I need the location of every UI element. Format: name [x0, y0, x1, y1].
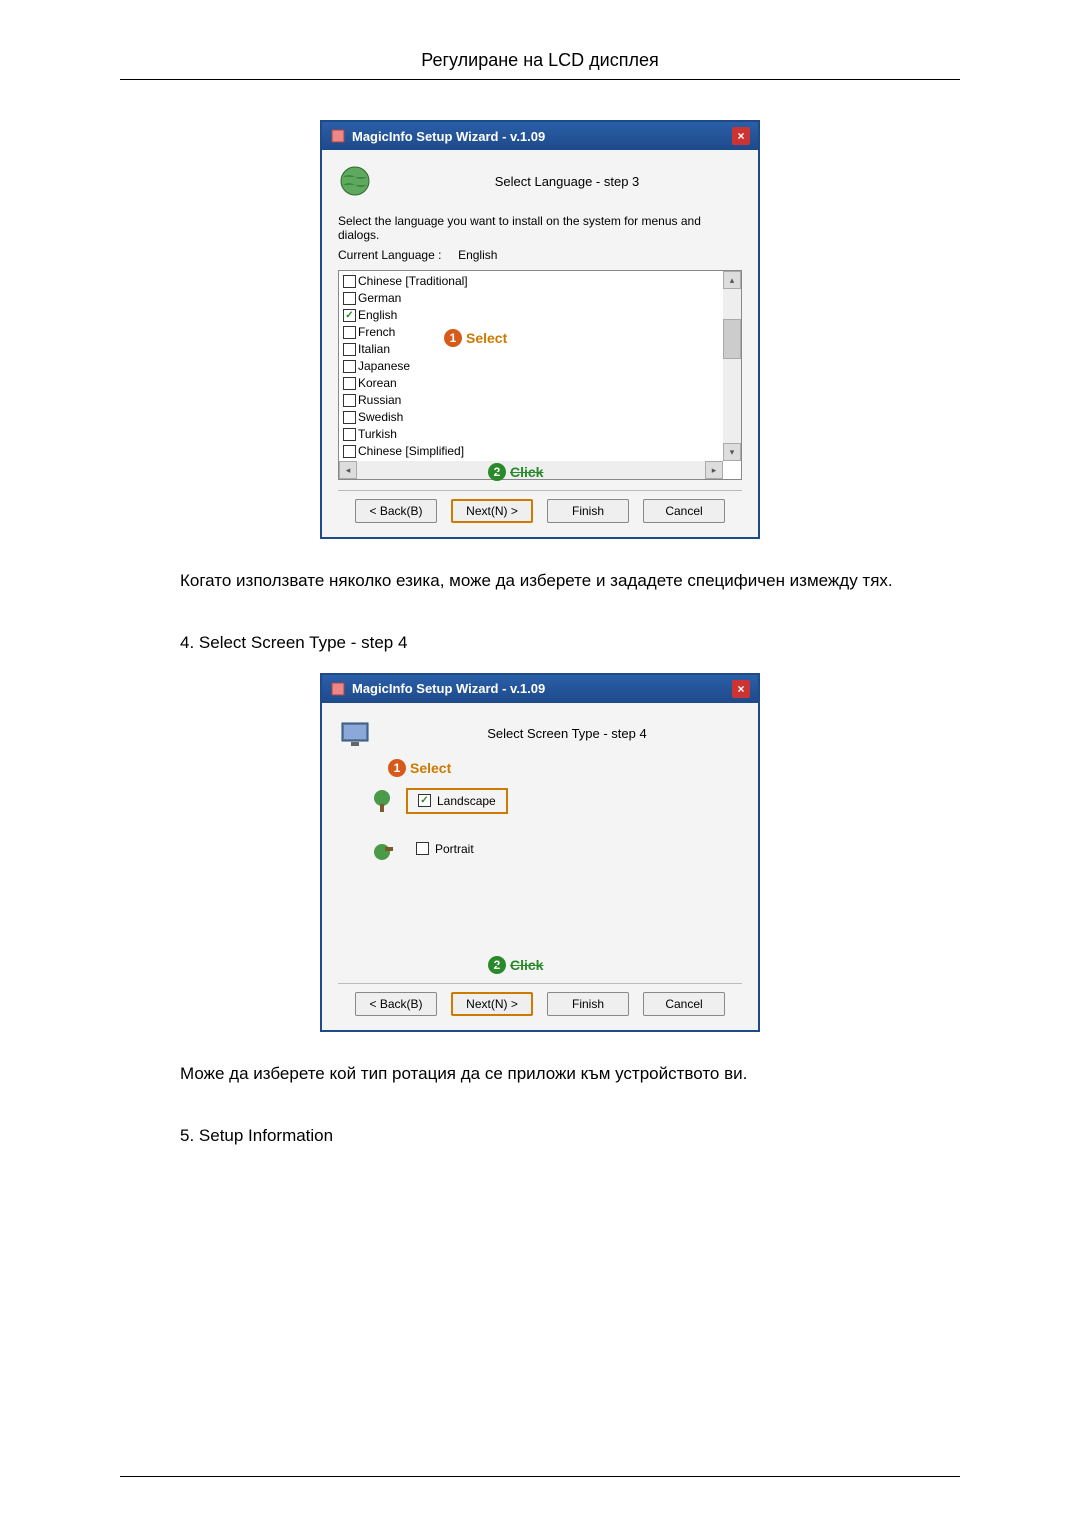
finish-button[interactable]: Finish	[547, 499, 629, 523]
language-item[interactable]: Russian	[341, 392, 719, 409]
scroll-up-icon[interactable]: ▴	[723, 271, 741, 289]
callout-label: Click	[510, 464, 543, 480]
callout-label: Select	[410, 760, 451, 776]
cancel-button[interactable]: Cancel	[643, 992, 725, 1016]
dialog-title: MagicInfo Setup Wizard - v.1.09	[352, 129, 545, 144]
language-checkbox[interactable]	[343, 275, 356, 288]
language-checkbox[interactable]	[343, 292, 356, 305]
language-label: Turkish	[358, 426, 397, 443]
callout-number: 2	[488, 463, 506, 481]
language-label: Swedish	[358, 409, 403, 426]
language-item[interactable]: Turkish	[341, 426, 719, 443]
titlebar: MagicInfo Setup Wizard - v.1.09 ×	[322, 675, 758, 703]
language-item[interactable]: German	[341, 290, 719, 307]
language-checkbox[interactable]	[343, 445, 356, 458]
page-header: Регулиране на LCD дисплея	[120, 50, 960, 80]
current-lang-label: Current Language :	[338, 248, 441, 262]
wizard-icon	[330, 681, 346, 697]
dialog-title: MagicInfo Setup Wizard - v.1.09	[352, 681, 545, 696]
portrait-checkbox[interactable]	[416, 842, 429, 855]
language-listbox[interactable]: Chinese [Traditional]GermanEnglishFrench…	[338, 270, 742, 480]
language-item[interactable]: Italian	[341, 341, 719, 358]
callout-select: 1 Select	[444, 329, 507, 347]
language-item[interactable]: French	[341, 324, 719, 341]
portrait-tree-icon	[368, 835, 396, 863]
monitor-icon	[338, 717, 372, 751]
next-button[interactable]: Next(N) >	[451, 499, 533, 523]
language-item[interactable]: Chinese [Traditional]	[341, 273, 719, 290]
scroll-left-icon[interactable]: ◂	[339, 461, 357, 479]
back-button[interactable]: < Back(B)	[355, 499, 437, 523]
wizard-icon	[330, 128, 346, 144]
landscape-checkbox[interactable]	[418, 794, 431, 807]
language-label: Chinese [Simplified]	[358, 443, 464, 460]
language-checkbox[interactable]	[343, 411, 356, 424]
titlebar: MagicInfo Setup Wizard - v.1.09 ×	[322, 122, 758, 150]
callout-click: 2 Click	[488, 463, 543, 481]
language-label: Russian	[358, 392, 401, 409]
button-row: < Back(B) Next(N) > Finish Cancel	[338, 490, 742, 523]
callout-number: 1	[444, 329, 462, 347]
close-icon[interactable]: ×	[732, 680, 750, 698]
dialog-language: MagicInfo Setup Wizard - v.1.09 × Select…	[320, 120, 760, 539]
language-checkbox[interactable]	[343, 326, 356, 339]
language-label: Korean	[358, 375, 397, 392]
language-label: French	[358, 324, 395, 341]
step-heading: 4. Select Screen Type - step 4	[180, 633, 900, 653]
callout-number: 2	[488, 956, 506, 974]
instruction-text: Select the language you want to install …	[338, 214, 742, 242]
language-label: Chinese [Traditional]	[358, 273, 468, 290]
callout-number: 1	[388, 759, 406, 777]
landscape-tree-icon	[368, 787, 396, 815]
next-button[interactable]: Next(N) >	[451, 992, 533, 1016]
current-language: Current Language : English	[338, 248, 742, 262]
step-title: Select Screen Type - step 4	[392, 726, 742, 741]
landscape-label: Landscape	[437, 794, 496, 808]
language-checkbox[interactable]	[343, 309, 356, 322]
step-heading: 5. Setup Information	[180, 1126, 900, 1146]
language-label: Italian	[358, 341, 390, 358]
step-title: Select Language - step 3	[392, 174, 742, 189]
dialog-screen-type: MagicInfo Setup Wizard - v.1.09 × Select…	[320, 673, 760, 1032]
scroll-down-icon[interactable]: ▾	[723, 443, 741, 461]
finish-button[interactable]: Finish	[547, 992, 629, 1016]
callout-select: 1 Select	[388, 759, 451, 777]
language-checkbox[interactable]	[343, 428, 356, 441]
language-item[interactable]: Korean	[341, 375, 719, 392]
language-item[interactable]: Chinese [Simplified]	[341, 443, 719, 460]
language-label: Japanese	[358, 358, 410, 375]
back-button[interactable]: < Back(B)	[355, 992, 437, 1016]
paragraph: Може да изберете кой тип ротация да се п…	[180, 1062, 900, 1086]
language-checkbox[interactable]	[343, 360, 356, 373]
paragraph: Когато използвате няколко езика, може да…	[180, 569, 900, 593]
language-label: English	[358, 307, 397, 324]
callout-click: 2 Click	[488, 956, 543, 974]
language-item[interactable]: English	[341, 307, 719, 324]
option-portrait[interactable]: Portrait	[368, 835, 732, 863]
language-checkbox[interactable]	[343, 394, 356, 407]
language-checkbox[interactable]	[343, 377, 356, 390]
option-landscape[interactable]: Landscape	[368, 787, 732, 815]
current-lang-value: English	[458, 248, 497, 262]
cancel-button[interactable]: Cancel	[643, 499, 725, 523]
page-footer	[120, 1476, 960, 1477]
callout-label: Click	[510, 957, 543, 973]
portrait-label: Portrait	[435, 842, 474, 856]
button-row: < Back(B) Next(N) > Finish Cancel	[338, 983, 742, 1016]
globe-icon	[338, 164, 372, 198]
callout-label: Select	[466, 330, 507, 346]
scrollbar-vertical[interactable]: ▴ ▾	[723, 271, 741, 461]
screen-options: 1 Select Landscape	[338, 767, 742, 973]
language-checkbox[interactable]	[343, 343, 356, 356]
close-icon[interactable]: ×	[732, 127, 750, 145]
scroll-right-icon[interactable]: ▸	[705, 461, 723, 479]
language-label: German	[358, 290, 401, 307]
scroll-thumb[interactable]	[723, 319, 741, 359]
language-item[interactable]: Swedish	[341, 409, 719, 426]
language-item[interactable]: Japanese	[341, 358, 719, 375]
